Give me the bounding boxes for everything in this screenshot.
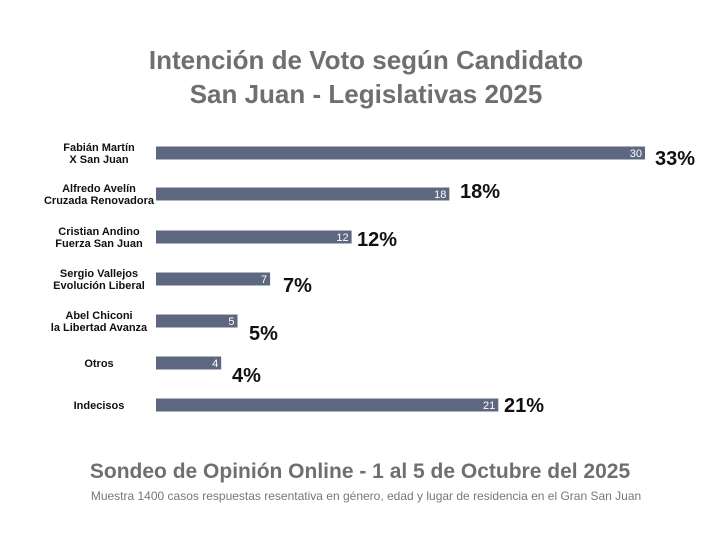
bar-value-label-1: 18 [434, 189, 446, 201]
percent-label-1: 18% [460, 181, 500, 203]
category-label-2: Cristian Andino Fuerza San Juan [55, 226, 143, 250]
category-label-3: Sergio Vallejos Evolución Liberal [53, 268, 145, 292]
category-label-0: Fabián Martín X San Juan [63, 142, 135, 166]
category-label-5: Otros [84, 358, 113, 370]
percent-label-3: 7% [283, 275, 312, 297]
chart-title-line-2: San Juan - Legislativas 2025 [189, 79, 543, 109]
percent-label-0: 33% [655, 148, 695, 170]
bar-2 [156, 230, 352, 244]
bar-0 [156, 146, 645, 160]
bar-6 [156, 398, 499, 412]
bar-value-label-6: 21 [483, 400, 495, 412]
bar-4 [156, 314, 238, 328]
bar-3 [156, 272, 271, 286]
bar-value-label-4: 5 [228, 316, 234, 328]
chart-title-line-1: Intención de Voto según Candidato [148, 45, 584, 75]
survey-title: Sondeo de Opinión Online - 1 al 5 de Oct… [89, 460, 631, 483]
bar-5 [156, 356, 222, 370]
survey-sample-note: Muestra 1400 casos respuestas resentativ… [90, 489, 642, 503]
bar-value-label-2: 12 [336, 232, 348, 244]
bar-value-label-3: 7 [261, 274, 267, 286]
percent-label-6: 21% [504, 395, 544, 417]
percent-label-2: 12% [357, 229, 397, 251]
category-label-1: Alfredo Avelín Cruzada Renovadora [44, 183, 155, 207]
percent-label-4: 5% [249, 323, 278, 345]
bar-value-label-5: 4 [212, 358, 218, 370]
category-label-6: Indecisos [74, 400, 125, 412]
category-label-4: Abel Chiconi la Libertad Avanza [51, 310, 148, 334]
percent-label-5: 4% [232, 365, 261, 387]
bar-1 [156, 187, 450, 201]
bar-value-label-0: 30 [630, 148, 642, 160]
